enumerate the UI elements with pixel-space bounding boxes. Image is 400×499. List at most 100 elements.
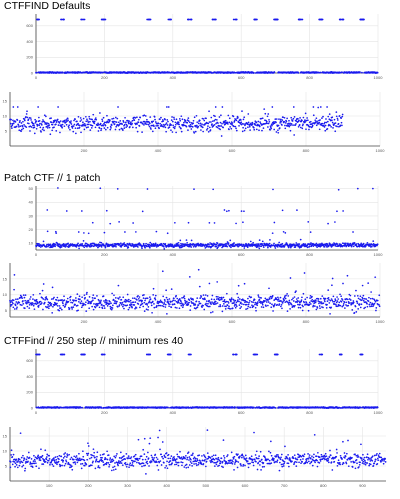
data-point <box>81 296 83 299</box>
data-point <box>335 303 337 306</box>
data-point <box>18 121 21 124</box>
data-point <box>251 121 254 124</box>
data-point <box>366 241 369 244</box>
data-point <box>80 18 83 21</box>
data-point <box>264 297 267 300</box>
data-point <box>117 284 120 287</box>
data-point <box>115 121 118 123</box>
data-point <box>51 286 54 289</box>
data-point <box>271 294 274 297</box>
data-point <box>173 127 176 130</box>
data-point <box>170 119 173 121</box>
data-point <box>211 72 214 74</box>
data-point <box>247 297 249 300</box>
data-point <box>61 71 64 74</box>
data-point <box>357 297 360 300</box>
data-point <box>168 126 171 128</box>
data-point <box>332 127 334 129</box>
data-point <box>301 119 303 122</box>
data-point <box>231 406 234 409</box>
data-point <box>12 299 15 302</box>
data-point <box>151 121 153 124</box>
x-tick-label: 1000 <box>374 252 384 257</box>
data-point <box>82 245 85 247</box>
data-point <box>274 118 277 120</box>
x-tick-label: 800 <box>306 75 313 80</box>
data-point <box>290 303 293 306</box>
data-point <box>124 116 126 119</box>
data-point <box>133 297 136 300</box>
data-point <box>149 116 152 118</box>
data-point <box>215 245 218 248</box>
data-point <box>233 301 236 303</box>
data-point <box>211 311 214 313</box>
data-point <box>186 300 188 303</box>
data-point <box>247 126 249 129</box>
data-point <box>133 119 136 122</box>
data-point <box>172 124 175 127</box>
data-point <box>184 119 187 122</box>
data-point <box>145 123 148 126</box>
data-point <box>154 294 157 297</box>
data-point <box>370 305 373 308</box>
data-point <box>242 303 245 306</box>
y-tick-label: 0 <box>31 405 34 410</box>
data-point <box>181 303 184 305</box>
data-point <box>208 110 210 113</box>
data-point <box>309 125 311 128</box>
data-point <box>288 303 290 306</box>
data-point <box>71 301 74 304</box>
data-point <box>80 306 83 309</box>
data-point <box>242 123 245 125</box>
data-point <box>100 246 103 248</box>
data-point <box>195 244 198 247</box>
data-point <box>200 129 202 131</box>
y-tick-label: 0 <box>31 70 34 75</box>
data-point <box>214 106 217 108</box>
data-point <box>213 298 216 301</box>
data-point <box>261 129 263 132</box>
data-point <box>227 300 229 303</box>
data-point <box>201 306 203 308</box>
data-point <box>54 245 57 248</box>
data-point <box>84 296 86 299</box>
data-point <box>51 123 54 126</box>
data-point <box>67 119 69 122</box>
data-point <box>228 298 231 301</box>
data-point <box>326 246 328 248</box>
data-point <box>153 306 156 309</box>
data-point <box>118 221 120 223</box>
data-point <box>267 301 270 303</box>
data-point <box>111 307 114 309</box>
data-point <box>329 312 331 315</box>
data-point <box>58 122 61 124</box>
data-point <box>323 126 326 128</box>
data-point <box>84 303 87 306</box>
data-point <box>303 272 306 274</box>
data-point <box>280 120 283 123</box>
data-point <box>62 302 64 305</box>
data-point <box>187 129 189 131</box>
data-point <box>210 303 213 305</box>
data-point <box>155 230 158 233</box>
data-point <box>200 125 203 127</box>
data-point <box>106 126 109 129</box>
data-point <box>174 221 176 224</box>
data-point <box>128 120 130 122</box>
data-point <box>318 353 321 356</box>
data-point <box>171 303 174 306</box>
data-point <box>81 406 84 409</box>
data-point <box>68 124 71 127</box>
data-point <box>237 299 239 301</box>
data-point <box>211 123 213 125</box>
data-point <box>58 305 61 307</box>
data-point <box>294 246 297 249</box>
y-tick-label: 15 <box>3 276 8 281</box>
data-point <box>273 71 276 73</box>
data-point <box>187 117 190 119</box>
data-point <box>253 298 256 301</box>
data-point <box>337 188 340 191</box>
data-point <box>43 114 46 117</box>
data-point <box>305 128 307 131</box>
data-point <box>374 276 377 279</box>
